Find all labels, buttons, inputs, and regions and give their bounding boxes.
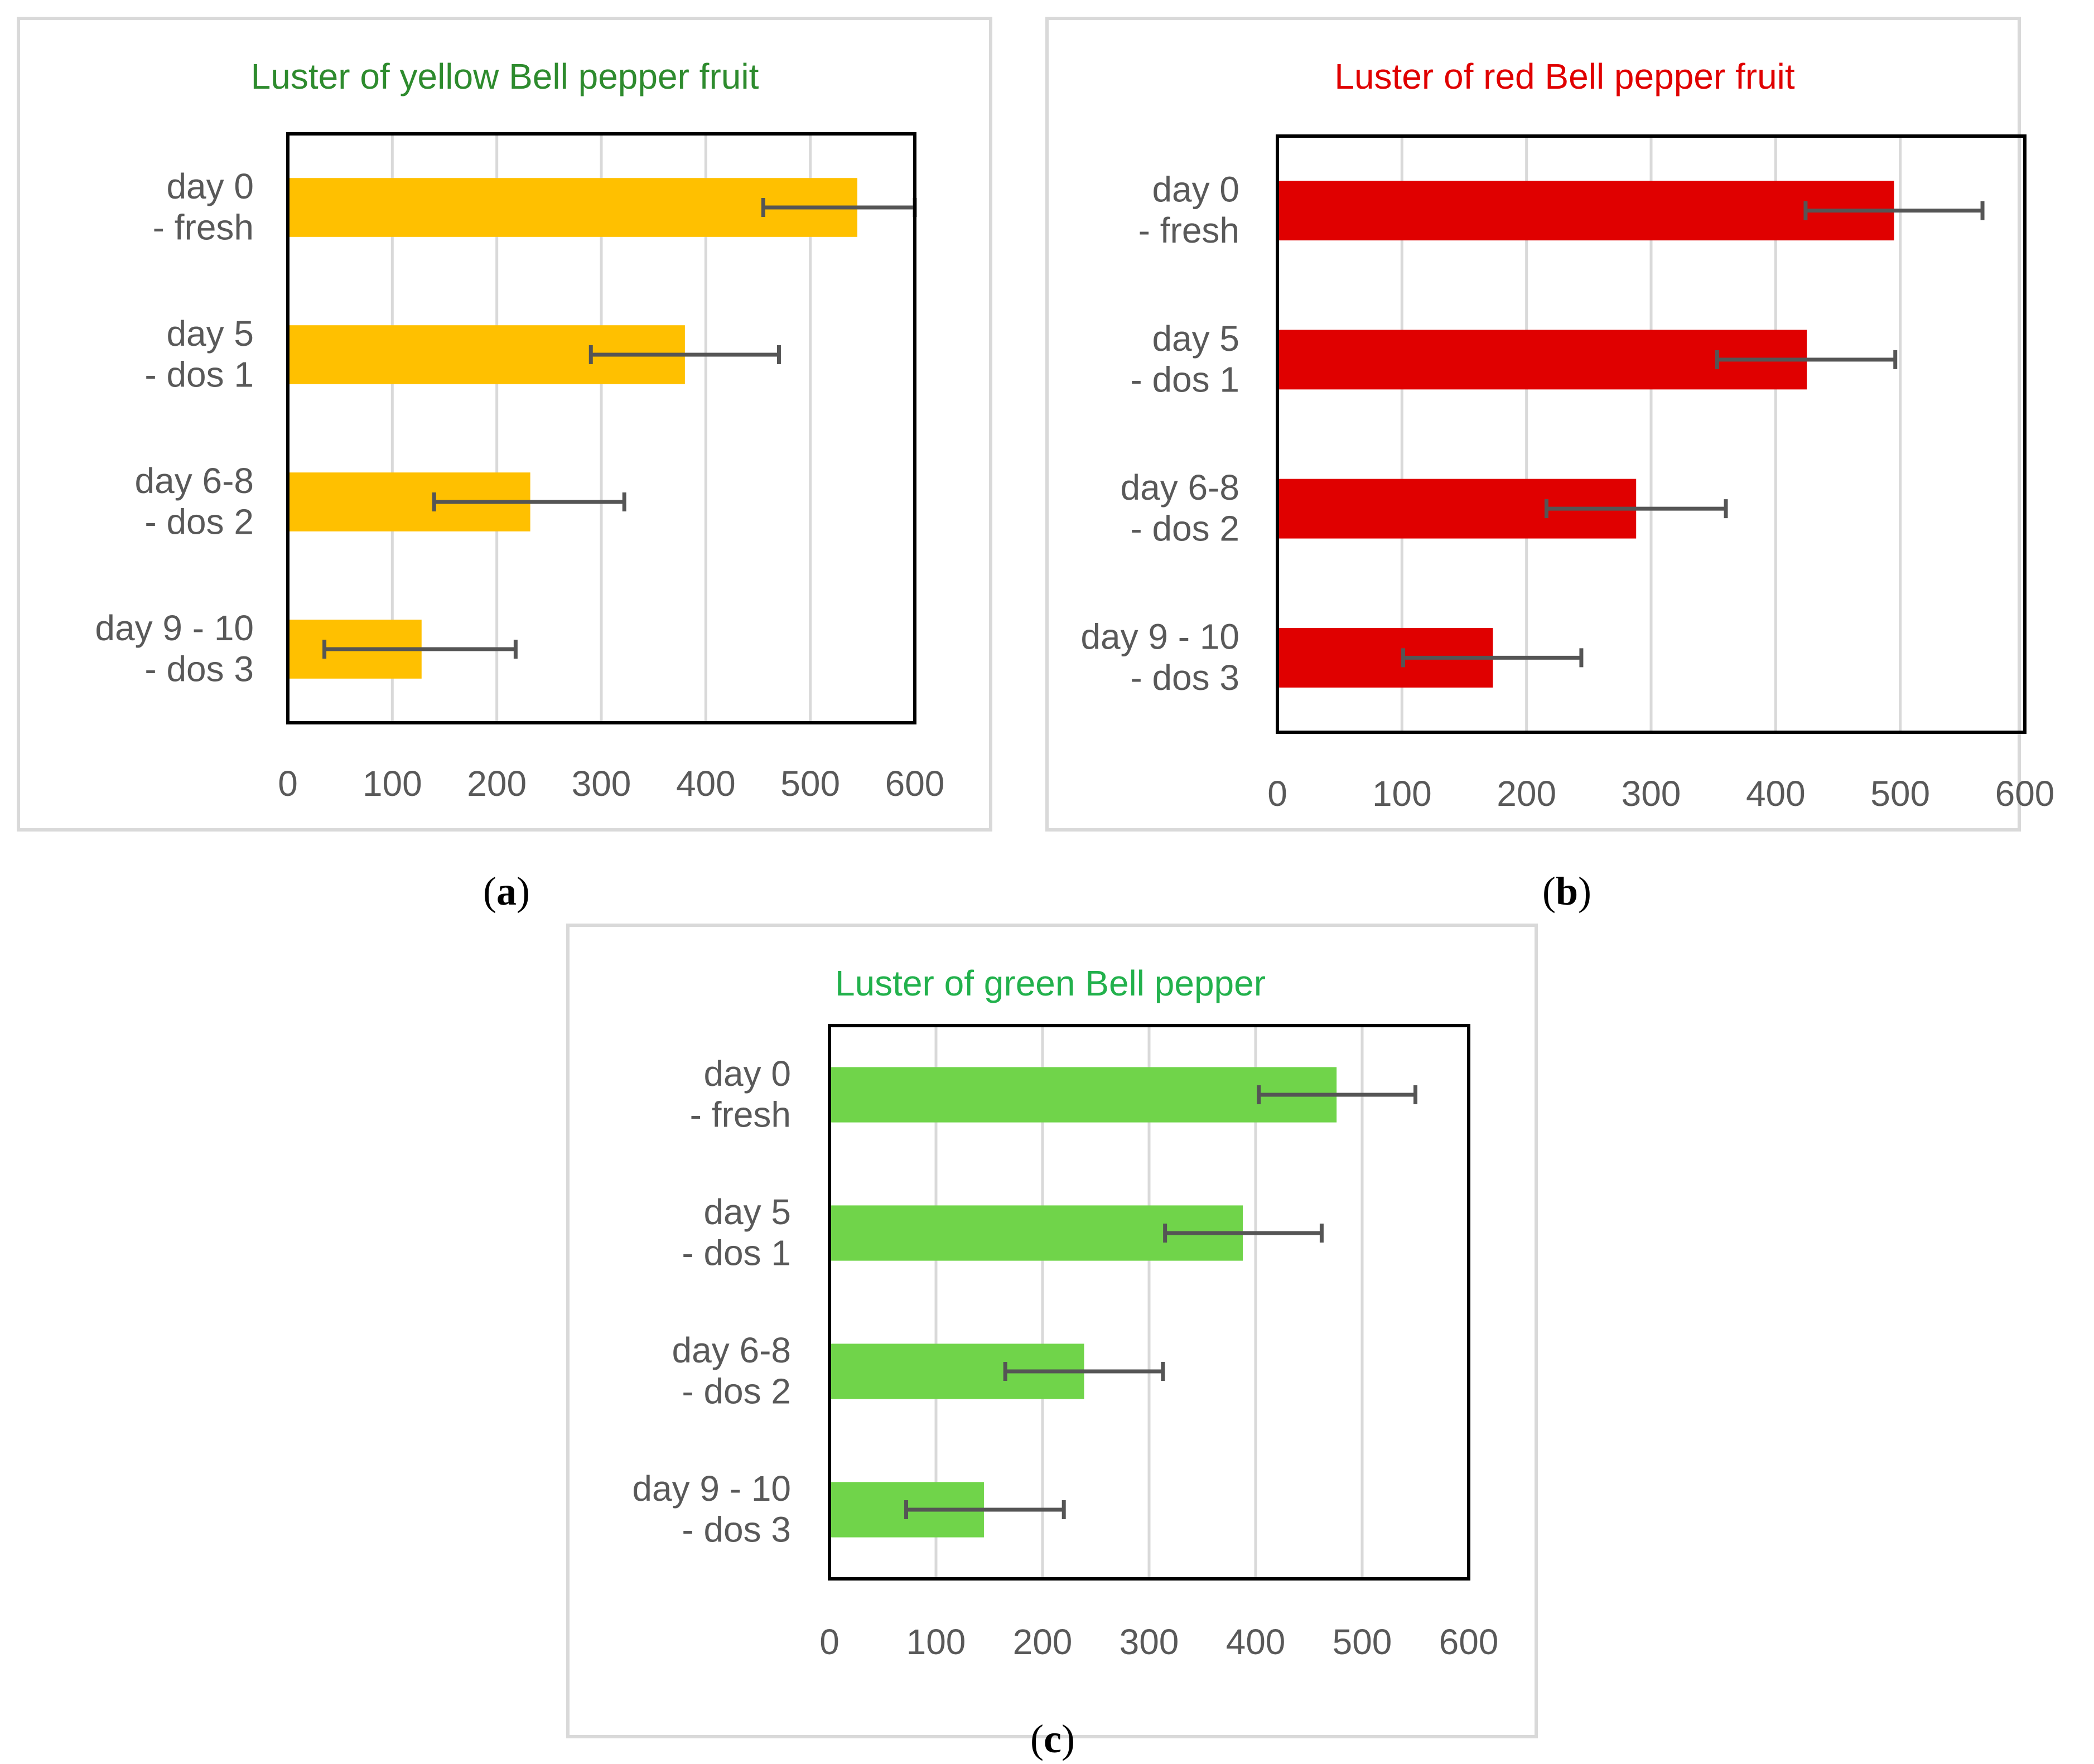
x-tick-label: 0 [278, 763, 298, 804]
category-label: day 6-8- dos 2 [672, 1330, 791, 1412]
category-label-line1: day 0 [703, 1053, 791, 1094]
category-label-line2: - dos 1 [144, 355, 254, 395]
category-label-line2: - dos 2 [144, 502, 254, 542]
category-label: day 9 - 10- dos 3 [1080, 616, 1239, 698]
panel-letter: (c) [1030, 1717, 1075, 1761]
x-tick-label: 600 [885, 763, 945, 804]
category-label-line1: day 9 - 10 [95, 608, 254, 648]
category-label: day 0- fresh [1138, 170, 1239, 251]
category-label-line2: - dos 2 [1130, 509, 1239, 549]
category-label-line2: - dos 1 [682, 1233, 791, 1273]
plot-frame [828, 1024, 1470, 1581]
panel-letter-open: ( [483, 869, 496, 914]
x-tick-label: 300 [1622, 774, 1681, 814]
x-tick-label: 400 [676, 763, 736, 804]
plot-frame [286, 132, 916, 724]
category-label-line2: - dos 3 [682, 1510, 791, 1550]
panel-letter: (a) [483, 869, 530, 914]
chart-title: Luster of green Bell pepper [835, 963, 1266, 1003]
x-tick-label: 0 [819, 1622, 839, 1662]
category-label: day 5- dos 1 [144, 313, 254, 395]
category-label-line2: - fresh [690, 1095, 791, 1135]
panel-letter-close: ) [517, 869, 530, 914]
category-label-line2: - dos 1 [1130, 359, 1239, 399]
category-label-line1: day 5 [166, 313, 254, 354]
category-label-line1: day 5 [703, 1192, 791, 1232]
category-label-line1: day 0 [166, 166, 254, 206]
chart-area [1045, 17, 2021, 832]
x-tick-label: 300 [1120, 1622, 1179, 1662]
category-label: day 9 - 10- dos 3 [632, 1468, 791, 1550]
category-label-line1: day 6-8 [672, 1330, 791, 1370]
category-label-line2: - fresh [153, 207, 254, 248]
category-label-line1: day 6-8 [1121, 467, 1239, 508]
category-label: day 6-8- dos 2 [135, 461, 254, 542]
chart-area [566, 924, 1538, 1738]
panel-letter: (b) [1542, 869, 1591, 914]
category-label: day 5- dos 1 [682, 1192, 791, 1273]
x-tick-label: 500 [780, 763, 840, 804]
category-label-line1: day 6-8 [135, 461, 254, 501]
x-tick-label: 300 [572, 763, 631, 804]
category-label-line1: day 9 - 10 [632, 1468, 791, 1509]
x-tick-label: 0 [1267, 774, 1287, 814]
panel-letter-char: b [1556, 869, 1578, 914]
category-label-line1: day 9 - 10 [1080, 616, 1239, 656]
category-label: day 6-8- dos 2 [1121, 467, 1239, 549]
category-label-line1: day 0 [1152, 170, 1239, 210]
panel-letter-char: a [496, 869, 517, 914]
chart-panel-b: Luster of red Bell pepper fruit 0 100 200 30… [1045, 17, 2055, 914]
x-tick-label: 100 [1372, 774, 1432, 814]
chart-title: Luster of yellow Bell pepper fruit [251, 56, 759, 96]
x-tick-label: 600 [1995, 774, 2055, 814]
x-tick-label: 600 [1439, 1622, 1499, 1662]
category-label-line1: day 5 [1152, 318, 1239, 359]
chart-panel-a: Luster of yellow Bell pepper fruit 0 100 20… [17, 17, 992, 914]
panel-letter-close: ) [1578, 869, 1591, 914]
x-tick-label: 400 [1226, 1622, 1286, 1662]
category-label: day 0- fresh [690, 1053, 791, 1135]
x-tick-label: 400 [1746, 774, 1806, 814]
x-tick-label: 200 [1497, 774, 1556, 814]
x-tick-label: 100 [363, 763, 422, 804]
x-tick-label: 200 [467, 763, 527, 804]
plot-frame [1276, 134, 2027, 734]
bar[interactable] [1277, 181, 1894, 241]
bar[interactable] [829, 1067, 1337, 1123]
category-label: day 5- dos 1 [1130, 318, 1239, 400]
category-label-line2: - dos 2 [682, 1371, 791, 1412]
panel-letter-open: ( [1542, 869, 1556, 914]
chart-area [17, 17, 992, 832]
chart-title: Luster of red Bell pepper fruit [1334, 56, 1795, 96]
category-label-line2: - fresh [1138, 210, 1239, 250]
panel-letter-close: ) [1062, 1717, 1075, 1761]
chart-panel-c: Luster of green Bell pepper 0 100 200 300 400… [566, 924, 1538, 1761]
category-label: day 0- fresh [153, 166, 254, 248]
panel-letter-open: ( [1030, 1717, 1044, 1761]
category-label: day 9 - 10- dos 3 [95, 608, 254, 689]
category-label-line2: - dos 3 [1130, 658, 1239, 698]
x-tick-label: 500 [1870, 774, 1930, 814]
category-label-line2: - dos 3 [144, 649, 254, 689]
x-tick-label: 100 [906, 1622, 966, 1662]
panel-letter-char: c [1044, 1717, 1062, 1761]
x-tick-label: 500 [1333, 1622, 1392, 1662]
x-tick-label: 200 [1013, 1622, 1073, 1662]
